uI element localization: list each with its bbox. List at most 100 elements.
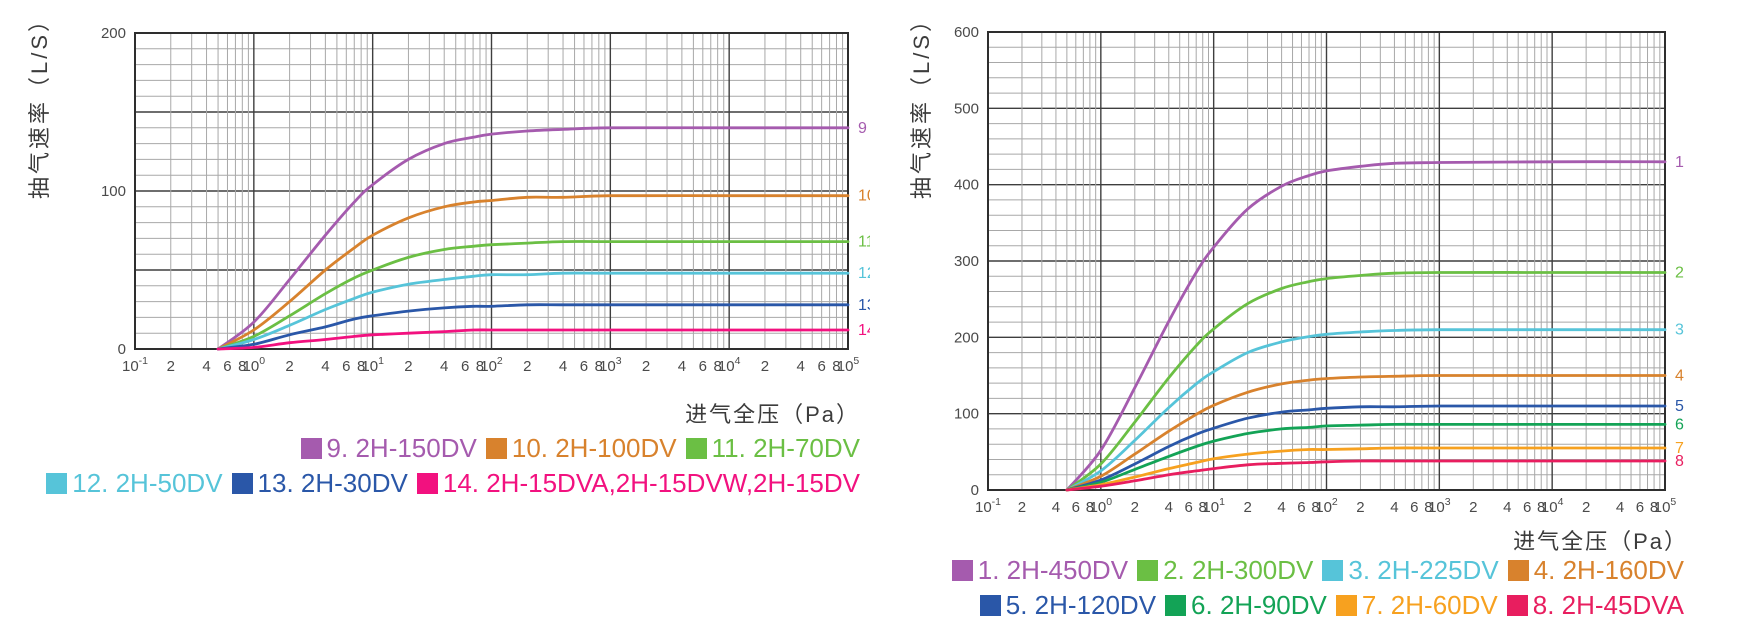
legend-swatch [231,472,253,494]
legend-row: 12. 2H-50DV 13. 2H-30DV 14. 2H-15DVA,2H-… [46,468,860,498]
svg-text:2: 2 [1131,499,1139,516]
svg-text:2: 2 [1675,264,1684,281]
legend-label: 12. 2H-50DV [72,468,223,498]
svg-text:102: 102 [480,355,503,375]
legend-label: 7. 2H-60DV [1361,590,1498,620]
svg-text:8: 8 [357,358,365,375]
svg-text:400: 400 [954,177,979,194]
legend-label: 6. 2H-90DV [1191,590,1327,620]
svg-text:200: 200 [101,25,126,42]
legend-label: 1. 2H-450DV [977,555,1129,585]
svg-text:4: 4 [1052,499,1060,516]
legend-item: 9. 2H-150DV [300,433,477,463]
legend-item: 12. 2H-50DV [46,468,223,498]
chart-group-large-models: 0 100 200 300 400 500 600 10-1 2 4 6 8 100 2 4 6 8 101 2 4 6… [870,0,1740,642]
svg-text:8: 8 [238,358,246,375]
svg-text:6: 6 [817,358,825,375]
legend-label: 8. 2H-45DVA [1532,590,1684,620]
legend-item: 2. 2H-300DV [1137,555,1313,585]
legend-label: 10. 2H-100DV [511,433,677,463]
svg-text:9: 9 [858,120,867,137]
svg-text:4: 4 [1165,499,1173,516]
chart-group-small-models: 0 100 200 10-1 2 4 6 8 100 2 4 6 8 101 2 4 6 8 102 2 4 6 8 103 2… [27,6,870,498]
svg-text:4: 4 [1503,499,1511,516]
legend-item: 4. 2H-160DV [1507,555,1684,585]
legend-label: 11. 2H-70DV [711,433,860,463]
svg-text:100: 100 [101,183,126,200]
svg-text:500: 500 [954,100,979,117]
svg-text:6: 6 [699,358,707,375]
legend-label: 14. 2H-15DVA,2H-15DVW,2H-15DV [442,468,860,498]
legend-item: 3. 2H-225DV [1322,555,1499,585]
legend-swatch [300,437,322,459]
svg-text:5: 5 [1675,398,1684,415]
svg-text:4: 4 [797,358,805,375]
svg-text:2: 2 [167,358,175,375]
legend-row: 5. 2H-120DV 6. 2H-90DV 7. 2H-60DV 8. 2H-… [979,590,1684,620]
svg-text:2: 2 [523,358,531,375]
svg-text:4: 4 [1675,368,1684,385]
svg-text:2: 2 [404,358,412,375]
svg-text:6: 6 [342,358,350,375]
legend-swatch [1335,594,1357,616]
svg-text:2: 2 [1469,499,1477,516]
svg-text:4: 4 [1390,499,1398,516]
svg-text:6: 6 [1523,499,1531,516]
legend-label: 4. 2H-160DV [1533,555,1684,585]
svg-text:8: 8 [1424,499,1432,516]
x-axis-title: 进气全压（Pa） [1513,529,1688,554]
legend-label: 3. 2H-225DV [1348,555,1499,585]
legend-item: 8. 2H-45DVA [1506,590,1684,620]
svg-text:103: 103 [599,355,622,375]
legend-swatch [485,437,507,459]
svg-text:104: 104 [718,355,741,375]
legend-item: 6. 2H-90DV [1165,590,1327,620]
svg-text:6: 6 [1184,499,1192,516]
svg-text:4: 4 [202,358,210,375]
svg-text:2: 2 [1582,499,1590,516]
legend-label: 13. 2H-30DV [257,468,408,498]
svg-text:3: 3 [1675,322,1684,339]
legend-swatch [1506,594,1528,616]
legend-item: 10. 2H-100DV [485,433,677,463]
svg-text:8: 8 [1311,499,1319,516]
svg-text:8: 8 [832,358,840,375]
svg-text:0: 0 [118,341,126,358]
svg-text:6: 6 [461,358,469,375]
legend-swatch [416,472,438,494]
svg-text:4: 4 [678,358,686,375]
svg-text:104: 104 [1541,496,1564,516]
svg-text:4: 4 [1277,499,1285,516]
svg-text:100: 100 [954,406,979,423]
svg-text:8: 8 [1199,499,1207,516]
svg-text:13: 13 [858,297,870,314]
y-axis-title: 抽气速率（L/S） [909,6,934,200]
legend-row: 1. 2H-450DV 2. 2H-300DV 3. 2H-225DV 4. 2… [951,555,1684,585]
svg-text:6: 6 [1410,499,1418,516]
svg-text:2: 2 [642,358,650,375]
svg-text:600: 600 [954,24,979,41]
legend-label: 9. 2H-150DV [326,433,477,463]
svg-text:10-1: 10-1 [975,496,1001,516]
legend-item: 13. 2H-30DV [231,468,408,498]
svg-text:2: 2 [1018,499,1026,516]
svg-text:2: 2 [1356,499,1364,516]
svg-text:14: 14 [858,322,870,339]
svg-text:4: 4 [440,358,448,375]
legend-swatch [979,594,1001,616]
legend-item: 11. 2H-70DV [685,433,860,463]
svg-text:6: 6 [223,358,231,375]
svg-text:8: 8 [595,358,603,375]
legend-row: 9. 2H-150DV 10. 2H-100DV 11. 2H-70DV [300,433,860,463]
svg-text:8: 8 [1537,499,1545,516]
y-axis-title: 抽气速率（L/S） [27,6,52,200]
x-axis-title: 进气全压（Pa） [685,402,860,427]
svg-text:0: 0 [971,482,979,499]
legend-label: 2. 2H-300DV [1163,555,1314,585]
svg-text:200: 200 [954,329,979,346]
legend-item: 14. 2H-15DVA,2H-15DVW,2H-15DV [416,468,860,498]
svg-text:6: 6 [1297,499,1305,516]
